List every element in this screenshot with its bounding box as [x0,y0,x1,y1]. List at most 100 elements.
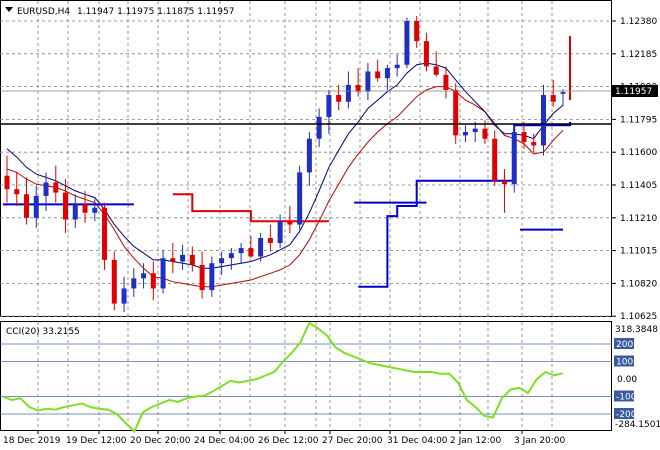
candle-body [365,71,371,92]
price-tick-label: 1.11600 [620,148,657,158]
time-axis-label: 24 Dec 04:00 [194,436,255,446]
cci-grid [37,322,553,430]
candle-body [102,207,108,260]
cci-level-tag [614,338,634,349]
candle-body [384,68,390,79]
cci-level-label: 100 [616,358,633,368]
candle-body [462,132,468,136]
cci-level-label: -200 [616,410,637,420]
ohlc-readout: 1.11947 1.11975 1.11875 1.11957 [77,7,234,17]
trailing-resistance-line [172,193,329,223]
cci-level-tag [614,408,634,419]
time-axis-label: 19 Dec 12:00 [66,436,127,446]
candle-body [131,278,137,289]
candle-body [82,204,88,213]
price-tick-label: 1.10625 [620,312,657,322]
candle-body [443,74,449,90]
candle-body [316,116,322,139]
time-axis: 18 Dec 2019 19 Dec 12:00 20 Dec 20:00 24 De… [3,431,566,446]
time-axis-label: 3 Jan 20:00 [514,436,566,446]
cci-axis-max: 318.3848 [615,325,658,335]
price-tick-label: 1.12380 [620,17,657,27]
candle-body [326,95,332,117]
candle-body [150,273,156,289]
cci-level-tag [614,390,634,402]
candle-body [423,41,429,67]
candle-body [170,258,176,262]
candle-body [111,259,117,304]
candle-body [550,95,556,102]
cci-level-label: 200 [616,340,633,350]
candle-body [63,192,69,220]
candle-body [433,66,439,75]
candle-body [521,132,527,143]
candle-body [219,258,225,264]
candle-body [160,258,166,289]
candle-body [560,92,566,94]
candle-body [375,71,381,79]
candle-body [72,204,78,220]
symbol-label: EURUSD,H4 [17,7,70,17]
candle-body [199,264,205,291]
slow-ma-line [6,86,564,288]
cci-level-label: -100 [616,393,637,403]
candle-body [511,132,517,185]
time-axis-label: 26 Dec 12:00 [258,436,319,446]
candle-body [394,64,400,69]
candle-body [141,273,147,279]
cci-level-label: 0.00 [617,375,637,385]
current-price-marker: 1.11957 [612,85,658,97]
price-axis: 1.123801.121851.119901.117951.116001.114… [612,17,657,322]
candle-body [248,248,254,257]
candle-body [297,172,303,225]
cci-title: CCI(20) 33.2155 [6,327,80,337]
price-tick-label: 1.11795 [620,115,657,125]
price-panel-frame [0,0,612,317]
candle-body [238,248,244,254]
price-tick-label: 1.12185 [620,50,657,60]
candle-body [492,138,498,181]
candle-body [501,180,507,185]
candle-body [267,237,273,244]
cci-levels: 200 100 0.00 -100 -200 [0,338,637,420]
price-tick-label: 1.11015 [620,247,657,257]
time-axis-label: 20 Dec 20:00 [130,436,191,446]
chart-header: EURUSD,H4 1.11947 1.11975 1.11875 1.1195… [5,7,234,17]
candle-body [4,175,10,190]
time-axis-label: 27 Dec 20:00 [322,436,383,446]
candle-body [287,221,293,225]
candle-body [121,288,127,304]
candle-body [472,128,478,133]
candle-body [355,84,361,92]
candle-body [482,128,488,139]
candle-body [277,221,283,244]
candle-body [33,195,39,218]
time-axis-label: 2 Jan 12:00 [450,436,502,446]
candle-body [228,253,234,259]
cci-axis-min: -284.1501 [615,420,660,430]
cci-axis: 318.3848 -284.1501 [615,325,660,430]
candle-body [540,95,546,146]
candle-body [209,263,215,291]
candle-body [53,182,59,193]
candle-body [92,207,98,213]
price-tick-label: 1.10820 [620,279,657,289]
cci-panel-frame [0,321,612,431]
cci-level-tag [614,355,634,367]
candle-body [24,194,30,218]
cci-line [2,321,564,434]
time-axis-label: 31 Dec 04:00 [387,436,448,446]
price-tick-label: 1.11210 [620,214,657,224]
candle-body [531,142,537,146]
candle-body [180,254,186,262]
dropdown-triangle-icon[interactable] [5,7,13,12]
current-price-label: 1.11957 [615,87,652,97]
candle-body [43,182,49,196]
price-grid [0,1,612,317]
time-axis-label: 18 Dec 2019 [3,436,61,446]
candle-body [414,21,420,42]
candle-body [404,21,410,65]
candle-body [189,254,195,265]
candles [4,15,566,312]
